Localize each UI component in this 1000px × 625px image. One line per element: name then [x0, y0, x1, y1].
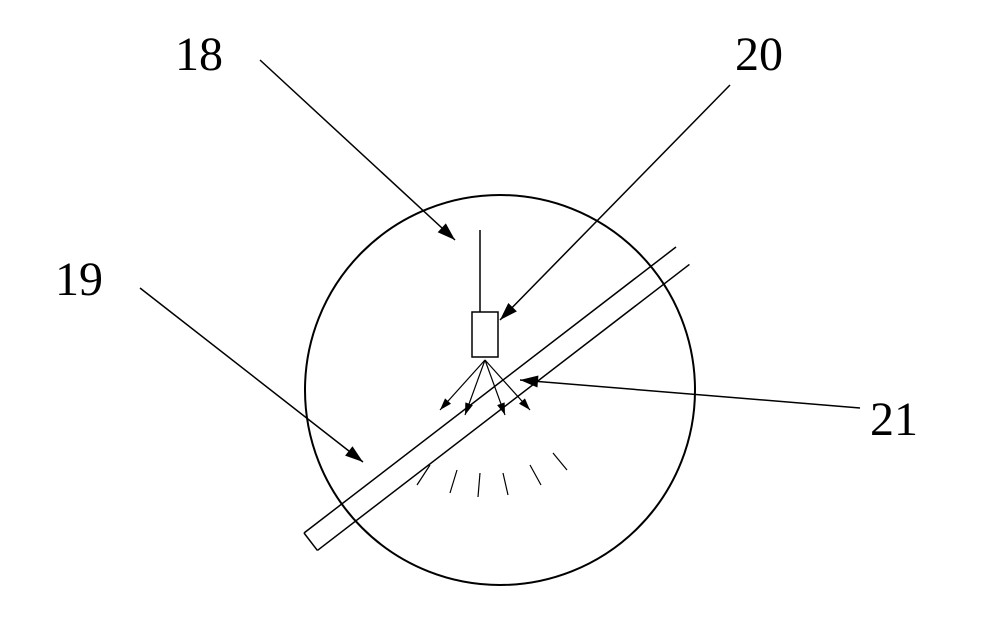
beam-end-cap: [304, 533, 317, 550]
spray-dash: [530, 465, 541, 485]
spray-dash: [478, 473, 480, 497]
leader-arrowhead: [345, 446, 363, 462]
nozzle-body: [472, 312, 498, 357]
label-21: 21: [870, 393, 918, 446]
leader-line: [260, 60, 455, 240]
beam-edge-upper: [304, 247, 676, 533]
spray-dash: [503, 473, 508, 495]
label-20: 20: [735, 28, 783, 81]
label-18: 18: [175, 28, 223, 81]
leader-line: [500, 85, 730, 320]
technical-diagram-svg: 18 19 20 21: [0, 0, 1000, 625]
leader-arrowhead: [520, 375, 538, 387]
label-19: 19: [55, 253, 103, 306]
leader-line: [140, 288, 363, 462]
leader-line: [520, 380, 860, 408]
spray-dash: [450, 470, 457, 493]
spray-arrow-head: [497, 402, 505, 415]
callout-20: 20: [500, 28, 783, 320]
spray-dash: [553, 453, 567, 470]
callout-18: 18: [175, 28, 455, 240]
callout-19: 19: [55, 253, 363, 462]
callout-21: 21: [520, 375, 918, 446]
